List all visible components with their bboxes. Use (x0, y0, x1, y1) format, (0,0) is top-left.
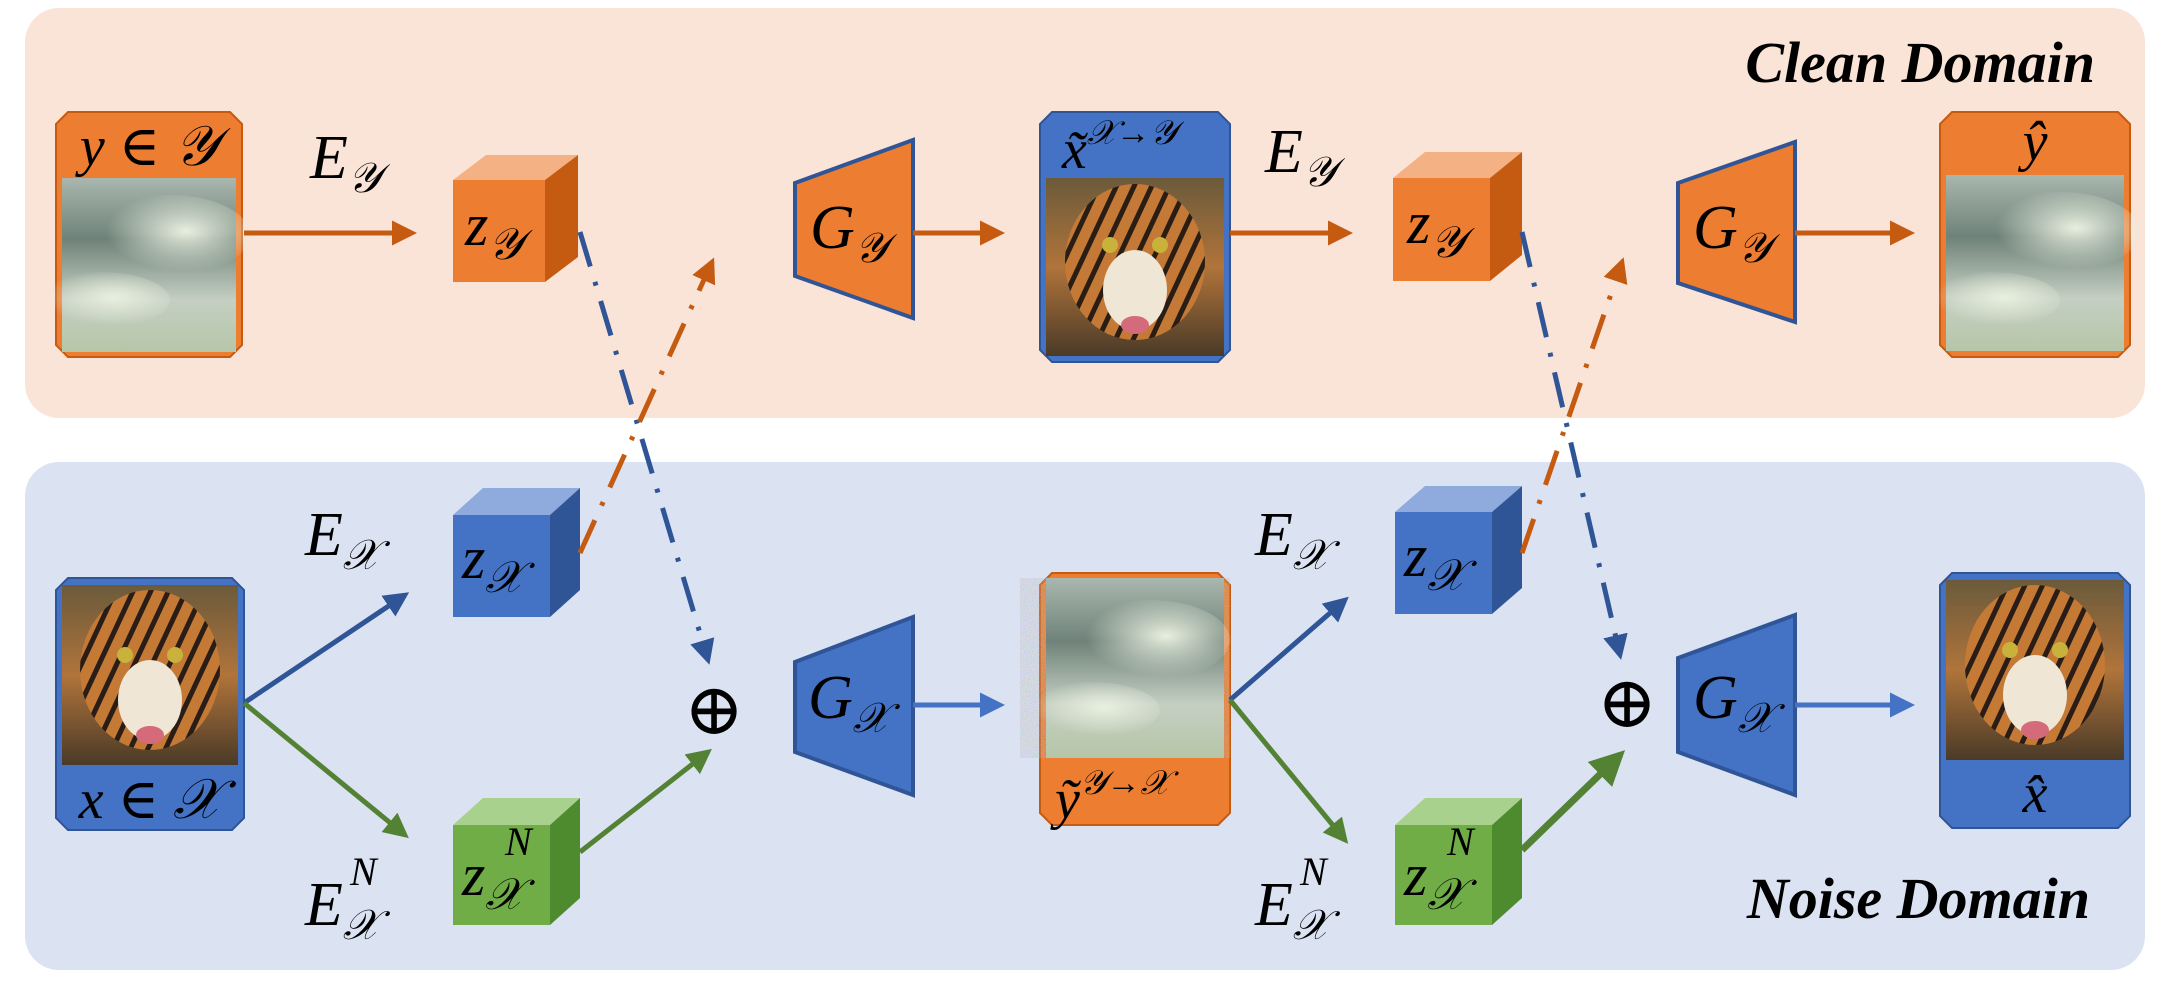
dashed-arrow-zx-to-Gy-2 (1519, 257, 1628, 554)
latent-zxN-cube-1: z𝒳 N (453, 798, 580, 925)
dashed-arrow-zy-to-sum-1 (577, 231, 715, 665)
svg-text:ỹ𝒴→𝒳: ỹ𝒴→𝒳 (1050, 765, 1180, 831)
tiger-image-input (62, 585, 238, 765)
sum-operator-1: ⊕ (684, 670, 744, 750)
decoder-Gx-2: G𝒳 (1676, 612, 1797, 798)
svg-text:x̃𝒳→𝒴: x̃𝒳→𝒴 (1061, 115, 1185, 181)
x-in-X-label: x ∈ 𝒳 (78, 769, 237, 831)
svg-text:N: N (349, 849, 379, 894)
decoder-Gy-1: G𝒴 (793, 137, 915, 321)
noise-domain-label: Noise Domain (1746, 866, 2090, 931)
reconstructed-x-card: x̂ (1939, 572, 2131, 829)
noisy-input-card: x ∈ 𝒳 (55, 577, 245, 831)
reconstructed-y-card: ŷ (1920, 111, 2140, 358)
y-hat-label: ŷ (2018, 111, 2048, 173)
svg-text:N: N (1299, 849, 1329, 894)
tiger-image (1046, 178, 1224, 356)
arrow-ytilde-to-zx (1228, 596, 1349, 702)
arrow-ytilde-to-zxN (1228, 698, 1349, 844)
arrow-zxN-to-sum-1 (578, 748, 712, 854)
latent-zy-cube-1: z𝒴 (453, 155, 578, 282)
sum-operator-2: ⊕ (1597, 663, 1657, 743)
y-in-Y-label: y ∈ 𝒴 (75, 116, 231, 178)
noisy-sky-image (1020, 578, 1230, 758)
svg-text:z𝒳: z𝒳 (1403, 842, 1477, 919)
clean-sky-image-output (1920, 175, 2140, 351)
clean-domain-label: Clean Domain (1745, 30, 2095, 95)
arrow-zxN-to-sum-2 (1519, 750, 1626, 853)
arrow-x-to-zxN (242, 701, 409, 839)
dashed-arrow-zx-to-Gy-1 (577, 257, 716, 555)
dashed-arrow-zy-to-sum-2 (1519, 231, 1628, 660)
clean-input-card: y ∈ 𝒴 (30, 111, 250, 358)
latent-zx-cube-2: z𝒳 (1395, 486, 1522, 614)
arrow-x-to-zx (242, 592, 410, 706)
decoder-Gy-2: G𝒴 (1676, 139, 1797, 325)
decoder-Gx-1: G𝒳 (793, 614, 915, 798)
clean-sky-image (30, 178, 250, 352)
noisy-tiger-image (1946, 580, 2124, 760)
latent-zx-cube-1: z𝒳 (453, 488, 580, 617)
latent-zxN-cube-2: z𝒳 N (1395, 798, 1522, 925)
svg-text:N: N (1446, 819, 1476, 864)
svg-text:N: N (504, 819, 534, 864)
translated-y-card: ỹ𝒴→𝒳 (1020, 572, 1231, 831)
latent-zy-cube-2: z𝒴 (1393, 152, 1522, 281)
svg-text:G𝒴: G𝒴 (1693, 194, 1781, 272)
x-hat-label: x̂ (2022, 763, 2048, 825)
translated-x-card: x̃𝒳→𝒴 (1039, 111, 1231, 363)
